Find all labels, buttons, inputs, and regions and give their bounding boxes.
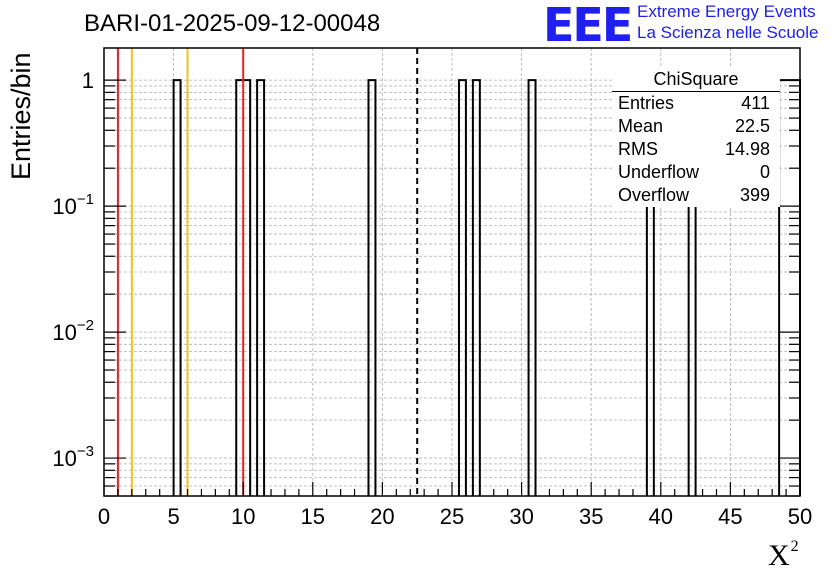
stats-box-name: ChiSquare	[612, 68, 780, 92]
stats-value: 0	[759, 162, 770, 182]
x-tick-label: 15	[301, 504, 325, 529]
histogram-bar	[367, 79, 377, 496]
x-axis-label-base: X	[768, 539, 790, 572]
x-tick-label: 35	[579, 504, 603, 529]
stats-value: 14.98	[724, 139, 770, 159]
x-tick-label: 5	[167, 504, 179, 529]
stats-value: 399	[739, 185, 770, 205]
stats-row-overflow: Overflow 399	[612, 184, 780, 207]
stats-value: 22.5	[734, 116, 770, 136]
y-tick-label: 10−2	[52, 317, 94, 345]
stats-label: Underflow	[618, 162, 700, 182]
y-tick-exponent: −3	[77, 443, 94, 460]
y-tick-label: 10−1	[52, 191, 94, 219]
histogram-bar	[457, 79, 467, 496]
x-tick-label: 25	[440, 504, 464, 529]
stats-label: Mean	[618, 116, 664, 136]
chart-title: BARI-01-2025-09-12-00048	[84, 10, 381, 37]
stats-row-underflow: Underflow 0	[612, 161, 780, 184]
stats-value: 411	[741, 93, 770, 113]
y-tick-base: 10	[52, 320, 76, 345]
histogram-bar	[256, 79, 266, 496]
y-axis-label: Entries/bin	[6, 52, 36, 180]
stats-row-entries: Entries 411	[612, 92, 780, 115]
stats-row-mean: Mean 22.5	[612, 115, 780, 138]
y-tick-label: 1	[82, 68, 94, 93]
reference-lines	[116, 48, 419, 496]
x-tick-label: 50	[788, 504, 812, 529]
stats-label: RMS	[618, 139, 658, 159]
y-tick-base: 1	[82, 68, 94, 93]
x-tick-label: 45	[718, 504, 742, 529]
y-tick-base: 10	[52, 446, 76, 471]
eee-logo: EEE	[543, 0, 633, 52]
logo-subtitle-line2: La Scienza nelle Scuole	[637, 23, 819, 42]
x-tick-label: 10	[231, 504, 255, 529]
stats-row-rms: RMS 14.98	[612, 138, 780, 161]
logo-subtitle-line1: Extreme Energy Events	[637, 2, 816, 21]
y-tick-base: 10	[52, 194, 76, 219]
histogram-bars	[172, 79, 801, 496]
y-tick-label: 10−3	[52, 443, 94, 471]
x-tick-label: 40	[649, 504, 673, 529]
histogram-bar	[527, 79, 537, 496]
x-axis-label-exponent: 2	[790, 538, 799, 555]
histogram-bar	[172, 79, 182, 496]
stats-box: ChiSquare Entries 411 Mean 22.5 RMS 14.98 Unde…	[612, 68, 780, 207]
axes	[103, 47, 801, 497]
x-tick-label: 0	[98, 504, 110, 529]
y-tick-exponent: −1	[77, 191, 94, 208]
x-tick-label: 30	[509, 504, 533, 529]
histogram-bar	[471, 79, 481, 496]
x-axis-label: X2	[768, 538, 799, 573]
stats-label: Entries	[618, 93, 675, 113]
histogram-bar	[778, 79, 801, 496]
x-tick-label: 20	[370, 504, 394, 529]
stats-label: Overflow	[618, 185, 690, 205]
y-tick-exponent: −2	[77, 317, 94, 334]
